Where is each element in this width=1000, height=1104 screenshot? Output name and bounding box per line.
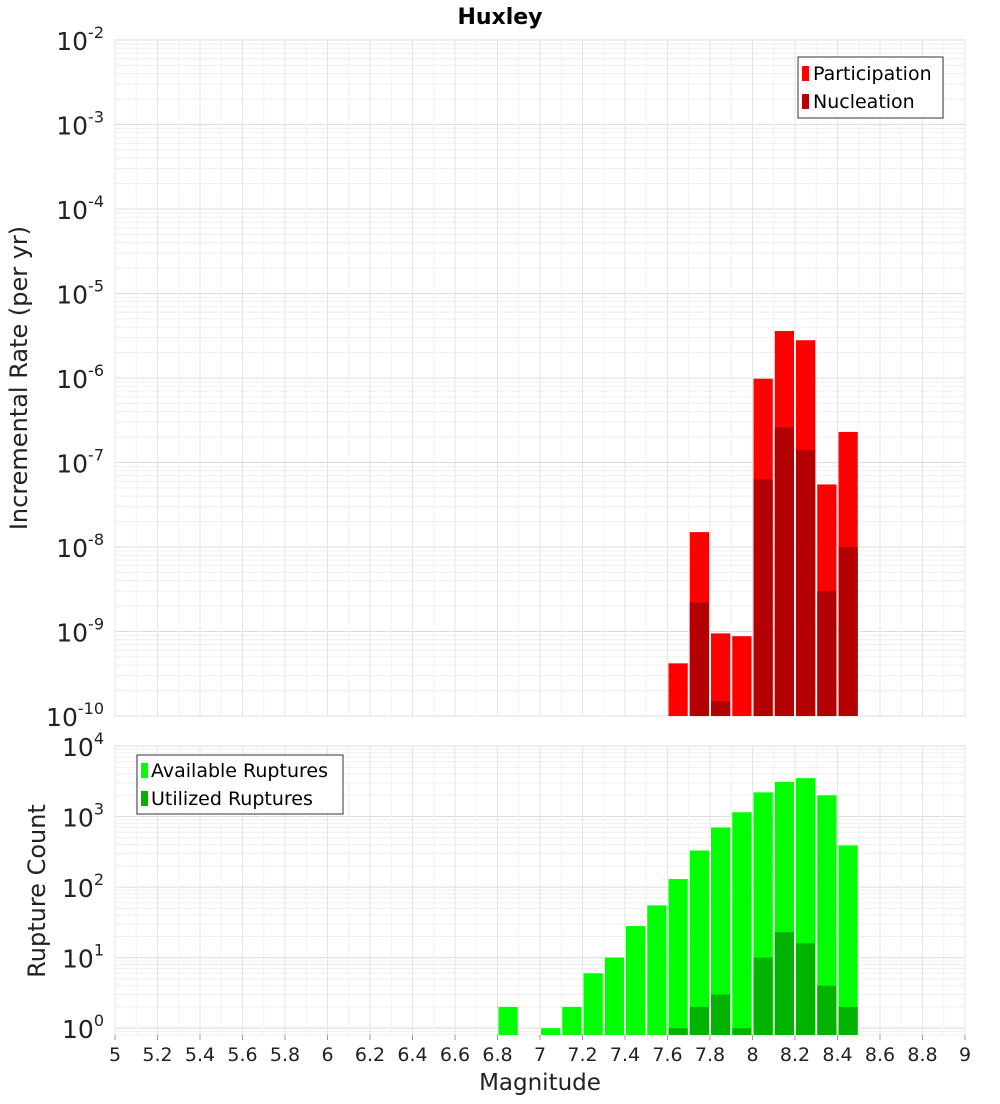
count-bars	[498, 778, 858, 1035]
x-tick-label: 5.6	[227, 1044, 257, 1066]
count-bar-available-ruptures	[668, 879, 688, 1035]
x-tick-label: 7.6	[652, 1044, 682, 1066]
rate-bar-nucleation	[838, 547, 858, 716]
x-tick-label: 7	[534, 1044, 546, 1066]
rate-y-tick-label: 10-10	[46, 699, 104, 732]
rate-legend-box	[797, 56, 944, 119]
x-tick-label: 8.4	[822, 1044, 852, 1066]
count-bar-available-ruptures	[711, 827, 731, 1035]
rate-y-tick-label: 10-8	[56, 530, 104, 563]
count-bar-available-ruptures	[498, 1006, 518, 1035]
rate-gridlines	[114, 39, 966, 717]
count-legend: Available Ruptures Utilized Ruptures	[136, 754, 344, 815]
available-legend-label: Available Ruptures	[151, 760, 328, 782]
rate-bar-nucleation	[711, 701, 731, 716]
participation-legend-label: Participation	[813, 63, 932, 85]
x-tick-label: 5.2	[142, 1044, 172, 1066]
count-bar-available-ruptures	[732, 812, 752, 1035]
count-bar-available-ruptures	[562, 1006, 582, 1035]
rate-y-tick-label: 10-5	[56, 277, 104, 310]
rate-bar-participation	[668, 663, 688, 716]
magnitude-x-tick-labels: 5 5.2 5.4 5.6 5.8 6 6.2 6.4 6.6 6.8 7 7.2 7.4 7.6 7.8 8…	[109, 1035, 971, 1066]
x-tick-label: 6.2	[355, 1044, 385, 1066]
count-bar-available-ruptures	[583, 973, 603, 1035]
x-tick-label: 5.4	[185, 1044, 215, 1066]
available-legend-swatch	[141, 763, 148, 778]
nucleation-legend-label: Nucleation	[813, 91, 915, 113]
participation-legend-swatch	[802, 66, 809, 81]
utilized-legend-swatch	[141, 791, 148, 806]
count-y-tick-label: 103	[62, 800, 104, 833]
count-bar-utilized-ruptures	[817, 985, 837, 1035]
rate-bar-nucleation	[774, 427, 794, 716]
rate-bars	[668, 330, 858, 716]
rate-y-tick-label: 10-7	[56, 446, 104, 479]
count-bar-utilized-ruptures	[838, 1006, 858, 1035]
rate-bar-participation	[732, 636, 752, 716]
rate-bar-nucleation	[817, 591, 837, 716]
x-tick-label: 6.6	[440, 1044, 470, 1066]
count-bar-available-ruptures	[647, 905, 667, 1035]
count-legend-box	[136, 754, 344, 815]
rate-y-tick-label: 10-2	[56, 23, 104, 56]
rate-bar-nucleation	[689, 602, 709, 716]
count-y-tick-label: 101	[62, 941, 104, 974]
count-bar-utilized-ruptures	[689, 1006, 709, 1035]
x-axis-label: Magnitude	[479, 1070, 601, 1096]
count-bar-available-ruptures	[604, 957, 624, 1035]
rate-y-tick-label: 10-9	[56, 615, 104, 648]
chart-title: Huxley	[457, 5, 542, 30]
x-tick-label: 5.8	[270, 1044, 300, 1066]
x-tick-label: 7.2	[567, 1044, 597, 1066]
count-bar-utilized-ruptures	[774, 932, 794, 1035]
count-panel: 100 101 102 103 104 5 5.2 5.4 5.6 5.8 6 6.2 6.4 6.6 6…	[23, 729, 971, 1096]
rate-panel: 10-10 10-9 10-8 10-7 10-6 10-5 10-4 10-3 10-2 In…	[5, 23, 966, 732]
count-bar-available-ruptures	[689, 850, 709, 1035]
count-bar-available-ruptures	[626, 926, 646, 1035]
count-bar-utilized-ruptures	[732, 1028, 752, 1035]
count-y-tick-label: 100	[62, 1011, 104, 1044]
count-y-tick-label: 104	[62, 729, 104, 762]
nucleation-legend-swatch	[802, 94, 809, 109]
count-bar-utilized-ruptures	[668, 1028, 688, 1035]
count-bar-available-ruptures	[817, 795, 837, 1035]
x-tick-label: 9	[959, 1044, 971, 1066]
utilized-legend-label: Utilized Ruptures	[151, 788, 313, 810]
x-tick-label: 6	[321, 1044, 333, 1066]
x-tick-label: 7.8	[695, 1044, 725, 1066]
count-y-axis-label: Rupture Count	[23, 804, 51, 978]
x-tick-label: 8.8	[907, 1044, 937, 1066]
rate-y-tick-label: 10-4	[56, 192, 104, 225]
count-y-tick-labels: 100 101 102 103 104	[62, 729, 104, 1044]
x-tick-label: 8.2	[780, 1044, 810, 1066]
count-bar-utilized-ruptures	[796, 943, 816, 1035]
rate-legend: Participation Nucleation	[797, 56, 944, 119]
rate-y-tick-labels: 10-10 10-9 10-8 10-7 10-6 10-5 10-4 10-3 10-2	[46, 23, 104, 732]
rate-y-tick-label: 10-3	[56, 108, 104, 141]
x-tick-label: 7.4	[610, 1044, 640, 1066]
x-tick-label: 5	[109, 1044, 121, 1066]
rate-y-tick-label: 10-6	[56, 361, 104, 394]
rate-bar-nucleation	[796, 450, 816, 716]
count-bar-utilized-ruptures	[753, 957, 773, 1035]
x-tick-label: 6.4	[397, 1044, 427, 1066]
rate-bar-participation	[711, 633, 731, 716]
count-bar-utilized-ruptures	[711, 994, 731, 1035]
rate-y-axis-label: Incremental Rate (per yr)	[5, 226, 33, 530]
x-tick-label: 8	[746, 1044, 758, 1066]
count-y-tick-label: 102	[62, 870, 104, 903]
count-bar-available-ruptures	[541, 1028, 561, 1035]
rate-bar-nucleation	[753, 479, 773, 716]
x-tick-label: 8.6	[865, 1044, 895, 1066]
x-tick-label: 6.8	[482, 1044, 512, 1066]
count-bar-available-ruptures	[838, 845, 858, 1035]
